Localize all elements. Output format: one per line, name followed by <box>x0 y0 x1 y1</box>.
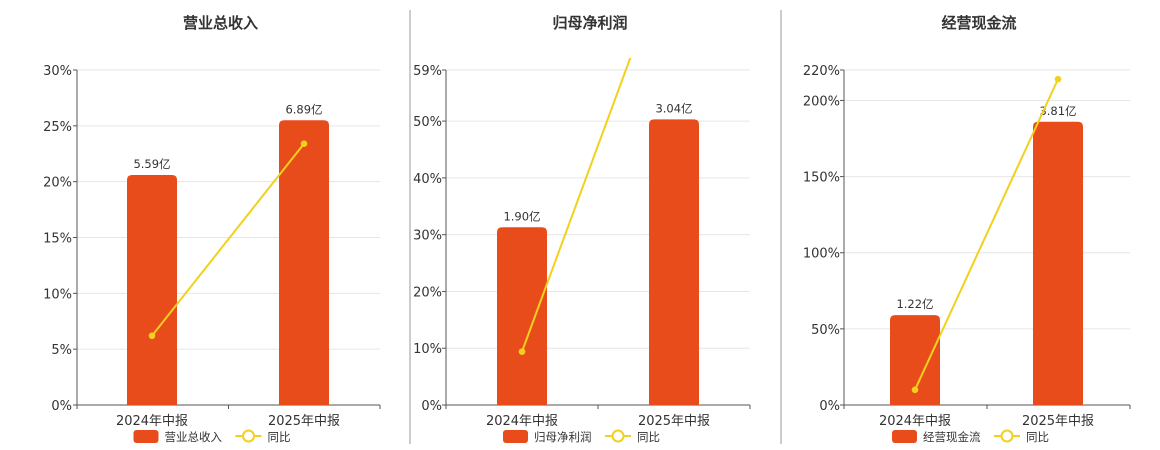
legend-bar-swatch <box>133 430 159 443</box>
legend-line-label: 同比 <box>268 430 291 444</box>
x-category-label: 2025年中报 <box>268 414 340 429</box>
x-category-label: 2024年中报 <box>116 414 188 429</box>
yoy-point-1 <box>911 386 919 394</box>
y-tick-label: 20% <box>413 285 442 300</box>
chart-panel-1[interactable]: 营业总收入 0% 5% 10% 15% 20% 25% 30% 5.59亿 6.89亿 2024年中… <box>43 14 381 444</box>
legend-line-label: 同比 <box>1026 430 1049 444</box>
yoy-line <box>914 78 1059 391</box>
chart-panel-3[interactable]: 经营现金流 0% 50% 100% 150% 200% 220% 1.22亿 3.81亿 2024… <box>803 14 1131 444</box>
legend[interactable]: 经营现金流 同比 <box>892 429 1049 444</box>
y-tick-label: 0% <box>51 399 72 414</box>
y-tick-label: 25% <box>43 120 72 135</box>
legend-bar-label: 营业总收入 <box>165 430 223 444</box>
y-tick-label: 50% <box>413 115 442 130</box>
x-category-label: 2025年中报 <box>638 414 710 429</box>
bar-1 <box>127 174 177 405</box>
y-tick-label: 20% <box>43 176 72 191</box>
chart-title: 营业总收入 <box>183 14 258 32</box>
legend[interactable]: 营业总收入 同比 <box>133 429 291 444</box>
yoy-point-1 <box>148 332 156 340</box>
y-tick-label: 40% <box>413 172 442 187</box>
yoy-line <box>151 143 305 337</box>
y-tick-label: 0% <box>421 399 442 414</box>
bar-value-label: 3.04亿 <box>655 101 692 115</box>
bar-2 <box>1033 121 1083 405</box>
chart-panel-2[interactable]: 归母净利润 0% 10% 20% 30% 40% 50% 59% 1.90亿 3.04亿 2024年… <box>413 0 751 444</box>
y-tick-label: 100% <box>803 247 840 262</box>
bar-2 <box>649 119 699 405</box>
y-tick-label: 50% <box>811 323 840 338</box>
y-tick-label: 0% <box>819 399 840 414</box>
legend[interactable]: 归母净利润 同比 <box>503 429 660 444</box>
chart-title: 归母净利润 <box>552 14 627 32</box>
y-tick-label: 30% <box>43 64 72 79</box>
chart-title: 经营现金流 <box>941 14 1016 32</box>
y-tick-label: 10% <box>43 287 72 302</box>
y-tick-label: 150% <box>803 171 840 186</box>
legend-line-marker <box>1000 429 1014 443</box>
y-tick-label: 200% <box>803 94 840 109</box>
yoy-point-2 <box>300 140 308 147</box>
bar-value-label: 1.90亿 <box>503 209 540 223</box>
y-tick-label: 15% <box>43 232 72 247</box>
legend-bar-swatch <box>892 430 917 443</box>
legend-line-marker <box>611 429 625 443</box>
y-tick-label: 30% <box>413 229 442 244</box>
x-category-label: 2024年中报 <box>486 414 558 429</box>
yoy-point-2 <box>1054 75 1062 83</box>
x-category-label: 2024年中报 <box>879 414 951 429</box>
y-tick-label: 5% <box>51 343 72 358</box>
x-category-label: 2025年中报 <box>1022 414 1094 429</box>
legend-bar-label: 归母净利润 <box>534 430 592 444</box>
y-tick-label: 220% <box>803 64 840 79</box>
bar-value-label: 6.89亿 <box>285 102 322 116</box>
bar-value-label: 5.59亿 <box>133 157 170 171</box>
y-tick-label: 59% <box>413 64 442 79</box>
yoy-point-1 <box>518 348 526 355</box>
y-tick-label: 10% <box>413 342 442 357</box>
bar-value-label: 1.22亿 <box>896 297 933 311</box>
bar-1 <box>497 227 547 405</box>
bar-value-label: 3.81亿 <box>1039 104 1076 118</box>
yoy-line <box>521 58 632 352</box>
legend-line-marker <box>242 429 255 443</box>
legend-line-label: 同比 <box>637 430 660 444</box>
bar-1 <box>890 315 940 405</box>
legend-bar-swatch <box>503 430 528 443</box>
legend-bar-label: 经营现金流 <box>923 430 981 444</box>
bar-2 <box>279 120 329 405</box>
